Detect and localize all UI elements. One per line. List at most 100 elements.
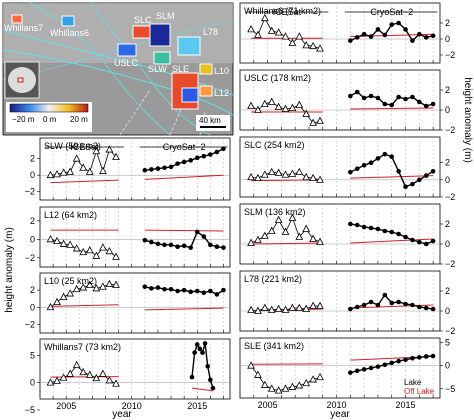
map-label-l78: L78	[203, 27, 218, 37]
cryosat-point	[197, 346, 203, 352]
icesat-point	[59, 239, 68, 247]
icesat-point	[267, 26, 276, 34]
cryosat-point	[403, 96, 408, 102]
colorbar-tick: 0 m	[43, 115, 57, 124]
y-tick-label: 0	[30, 302, 35, 312]
icesat-point	[288, 103, 297, 111]
cryosat-point	[361, 224, 367, 230]
cryosat-point	[375, 364, 381, 369]
cryosat-point	[430, 353, 436, 359]
icesat-point	[46, 170, 55, 179]
cryosat-point	[396, 20, 401, 26]
y-tick-label: 0	[30, 170, 35, 180]
cryosat-point	[162, 242, 167, 248]
icesat-point	[79, 163, 88, 171]
cryosat-point	[368, 160, 374, 166]
icesat-point	[59, 292, 68, 300]
cryosat-point	[430, 168, 436, 174]
panel-right-3: −2 0 2 SLC (254 km2)	[239, 136, 455, 202]
cryosat-point	[423, 354, 429, 359]
cryosat-point	[181, 287, 187, 293]
cryosat-point	[403, 184, 408, 190]
icesat-point	[302, 109, 311, 117]
panel-frame	[239, 203, 441, 265]
cryosat-point	[417, 177, 422, 183]
icesat-point	[66, 167, 75, 175]
cryosat-point	[201, 234, 207, 239]
cryosat-point	[396, 231, 401, 237]
cryosat-point	[214, 244, 220, 249]
icesat-point	[247, 238, 255, 246]
y-tick-label: 5	[30, 350, 35, 360]
icesat-point	[247, 172, 255, 181]
icesat-point	[53, 170, 61, 178]
antarctica-shape	[8, 67, 36, 93]
y-tick-label: −2	[445, 192, 455, 202]
icesat-point	[281, 170, 290, 178]
cryosat-point	[175, 288, 180, 294]
map-label-slw: SLW	[148, 64, 167, 74]
icesat-point	[53, 236, 61, 245]
icesat-point	[46, 234, 55, 243]
icesat-point	[53, 376, 61, 384]
icesat-point	[260, 13, 269, 22]
cryosat-point	[403, 27, 408, 32]
icesat-point	[281, 384, 290, 392]
panel-left-4: −5 0 5 Whillans7 (73 km2)	[25, 338, 231, 415]
cryosat-point	[389, 102, 395, 108]
icesat-point	[247, 101, 255, 109]
cryosat-point	[368, 93, 374, 99]
cryosat-point	[354, 89, 360, 95]
cryosat-point	[149, 239, 154, 245]
icesat-point	[66, 240, 75, 248]
icesat-point	[66, 369, 75, 377]
cryosat-point	[423, 173, 429, 178]
panel-left-1: −2 0 2 SLW (59 km2)	[25, 137, 231, 201]
cryosat-point	[188, 245, 193, 250]
icesat-point	[309, 375, 317, 383]
map-label-whillans7: Whillans7	[4, 23, 43, 33]
y-tick-label: 0	[445, 306, 450, 316]
icesat-point	[99, 166, 107, 174]
y-tick-label: −2	[445, 259, 455, 269]
icesat-point	[309, 41, 317, 50]
cryosat-point	[221, 245, 226, 250]
icesat-point	[274, 386, 283, 394]
icesat-point	[254, 235, 262, 243]
y-tick-label: −5	[445, 384, 455, 394]
panel-right-5: −2 0 2 L78 (221 km2)	[239, 270, 455, 336]
panel-title: SLW (59 km2)	[44, 141, 101, 151]
legend-off-lake: Off Lake	[404, 387, 435, 396]
cryosat-point	[417, 304, 422, 310]
lake-outline-slw	[153, 51, 171, 65]
icesat-point	[99, 243, 107, 251]
icesat-point	[267, 384, 276, 392]
icesat-point	[72, 360, 81, 369]
icesat-point	[112, 252, 120, 260]
icesat-point	[302, 304, 311, 312]
off-lake-line-cryosat	[144, 229, 224, 232]
cryosat-label: CryoSat−2	[370, 7, 413, 17]
cryosat-point	[382, 292, 388, 298]
icesat-point	[267, 97, 276, 105]
lake-outline-sle-inner	[181, 87, 199, 103]
cryosat-point	[354, 166, 360, 172]
y-tick-label: 2	[445, 219, 450, 229]
cryosat-point	[181, 243, 187, 249]
cryosat-point	[202, 341, 208, 346]
cryosat-point	[417, 31, 422, 37]
panel-title: L12 (64 km2)	[44, 210, 97, 220]
icesat-point	[59, 168, 68, 176]
flowline	[2, 29, 234, 96]
x-tick-label: 2010	[122, 401, 142, 411]
cryosat-point	[155, 166, 161, 171]
cryosat-point	[423, 35, 429, 40]
cryosat-point	[375, 156, 381, 161]
y-tick-label: 0	[445, 34, 450, 44]
cryosat-point	[389, 22, 395, 27]
cryosat-point	[430, 33, 436, 39]
icesat-point	[302, 172, 311, 181]
cryosat-point	[382, 228, 388, 234]
cryosat-point	[354, 222, 360, 228]
